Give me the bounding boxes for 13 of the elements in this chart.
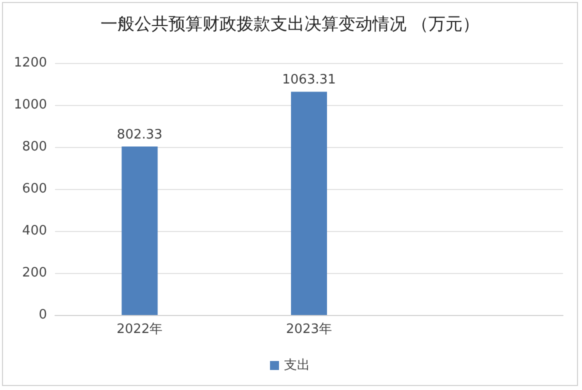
x-tick-label: 2022年 (116, 322, 163, 337)
data-label: 802.33 (116, 128, 162, 143)
y-tick-label: 200 (22, 266, 47, 280)
y-tick-label: 1200 (14, 56, 47, 70)
y-tick-label: 0 (38, 308, 47, 322)
y-tick-label: 1000 (14, 98, 47, 112)
y-tick-label: 400 (22, 224, 47, 238)
y-tick-label: 800 (22, 140, 47, 154)
data-label: 1063.31 (282, 72, 336, 88)
y-tick-label: 600 (22, 182, 47, 196)
chart-title: 一般公共预算财政拨款支出决算变动情况 （万元） (100, 14, 480, 34)
legend-label: 支出 (284, 358, 310, 373)
x-tick-label: 2023年 (286, 322, 332, 337)
